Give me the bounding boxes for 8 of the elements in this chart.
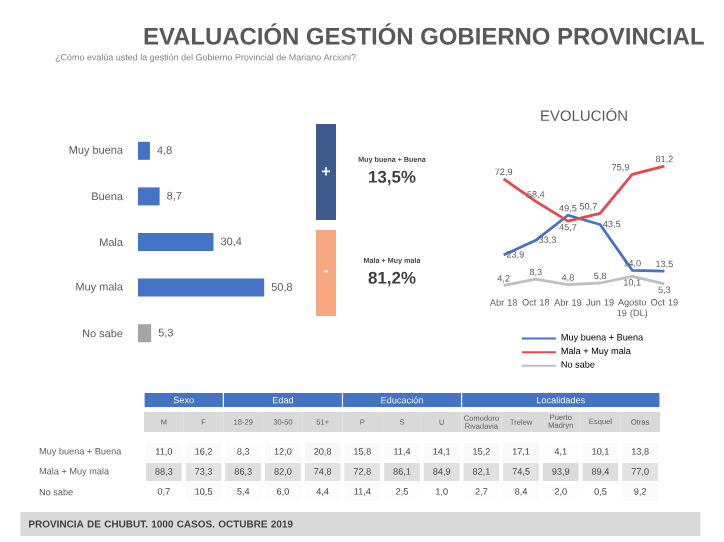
bar: [138, 278, 265, 297]
text: 81,2%: [368, 271, 416, 287]
text: EVALUACIÓN GESTIÓN GOBIERNO PROVINCIAL: [144, 23, 704, 45]
bar: [138, 324, 152, 343]
text: 13,5%: [369, 170, 416, 186]
bar: [138, 141, 150, 160]
bar: [138, 233, 214, 251]
bar: [138, 187, 160, 206]
